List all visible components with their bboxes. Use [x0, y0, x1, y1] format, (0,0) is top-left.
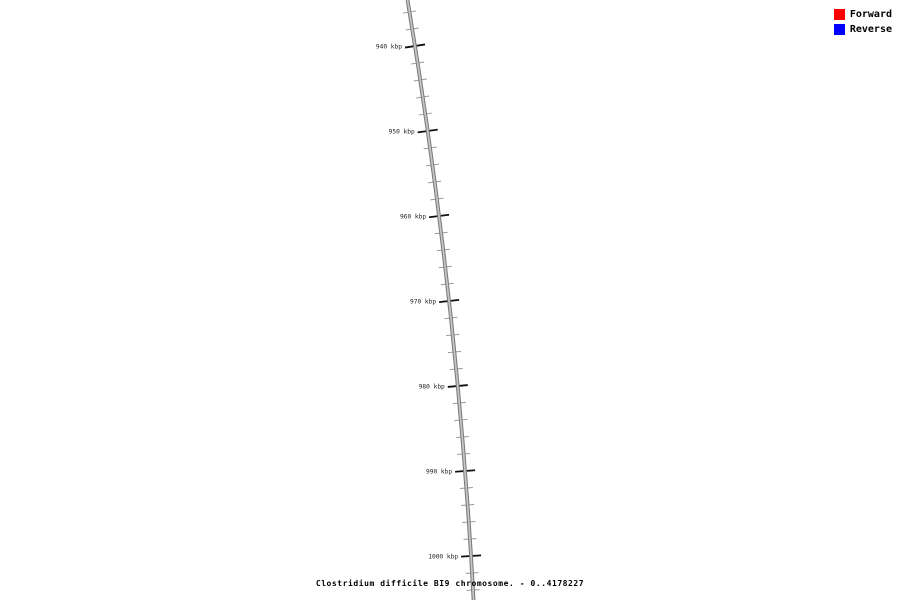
reverse-color-swatch — [833, 24, 845, 35]
tick-label: 960 kbp — [400, 213, 426, 220]
tick-label: 990 kbp — [426, 468, 452, 475]
legend-item-forward: Forward — [833, 9, 892, 20]
tick-label: 950 kbp — [389, 128, 415, 135]
map-title: Clostridium difficile BI9 chromosome. - … — [315, 579, 585, 588]
tick-label: 980 kbp — [419, 383, 445, 390]
legend: Forward Reverse — [833, 9, 892, 35]
legend-label-forward: Forward — [849, 9, 892, 20]
tick-label: 940 kbp — [376, 43, 402, 50]
backbone-highlight — [406, 0, 475, 600]
forward-color-swatch — [833, 9, 845, 20]
legend-item-reverse: Reverse — [833, 24, 892, 35]
tick-label: 1000 kbp — [428, 553, 458, 560]
legend-label-reverse: Reverse — [849, 24, 892, 35]
tick-label: 970 kbp — [410, 298, 436, 305]
